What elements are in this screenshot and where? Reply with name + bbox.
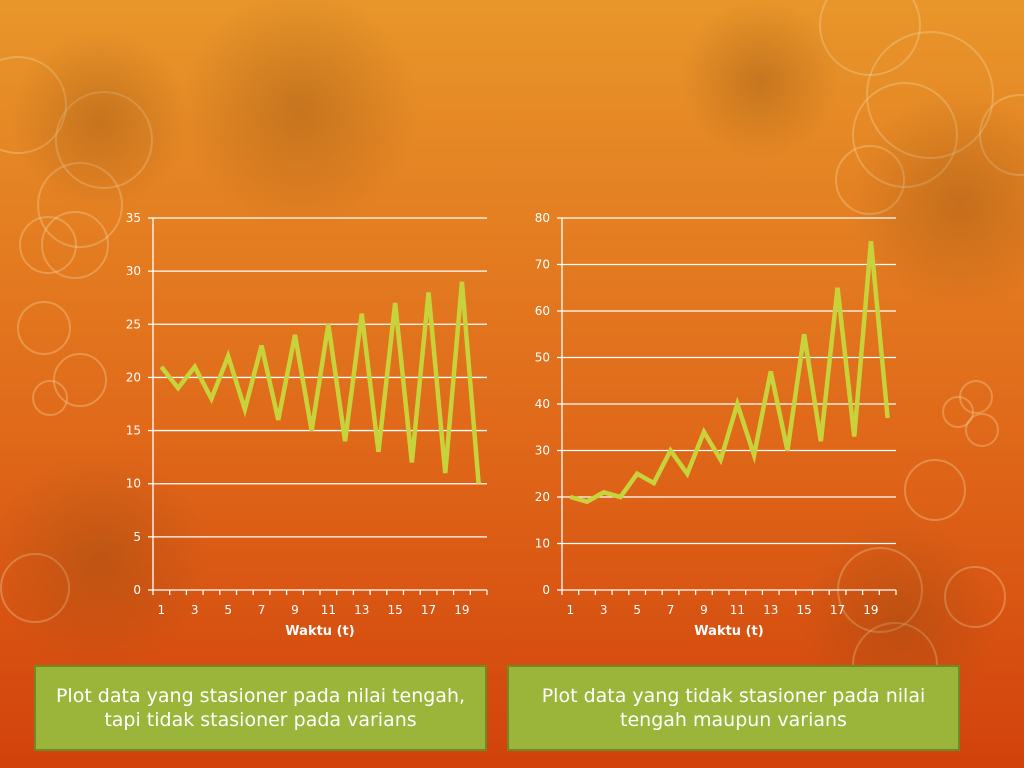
y-tick-label-right-30: 30: [535, 444, 550, 458]
bokeh-shadows: [0, 0, 1024, 720]
x-tick-label-right-19: 19: [863, 603, 878, 617]
x-tick-label-right-7: 7: [667, 603, 675, 617]
x-axis-title-right: Waktu (t): [694, 624, 763, 639]
x-tick-label-left-5: 5: [224, 603, 232, 617]
y-tick-label-right-40: 40: [535, 397, 550, 411]
x-tick-label-left-19: 19: [454, 603, 469, 617]
y-tick-label-right-20: 20: [535, 490, 550, 504]
x-tick-label-right-5: 5: [633, 603, 641, 617]
x-tick-label-right-9: 9: [700, 603, 708, 617]
x-tick-label-right-3: 3: [600, 603, 608, 617]
x-tick-label-right-15: 15: [797, 603, 812, 617]
caption-right-text: Plot data yang tidak stasioner pada nila…: [541, 685, 926, 731]
x-tick-label-left-9: 9: [291, 603, 299, 617]
x-tick-label-left-13: 13: [354, 603, 369, 617]
y-tick-label-left-5: 5: [133, 530, 141, 544]
y-tick-label-right-70: 70: [535, 258, 550, 272]
y-tick-label-right-80: 80: [535, 211, 550, 225]
y-tick-label-left-30: 30: [126, 264, 141, 278]
x-tick-label-right-1: 1: [567, 603, 575, 617]
y-tick-label-left-25: 25: [126, 317, 141, 331]
x-tick-label-left-15: 15: [388, 603, 403, 617]
y-tick-label-left-20: 20: [126, 370, 141, 384]
caption-left-text: Plot data yang stasioner pada nilai teng…: [55, 685, 466, 731]
x-tick-label-right-17: 17: [830, 603, 845, 617]
caption-left: Plot data yang stasioner pada nilai teng…: [34, 665, 487, 751]
x-tick-label-right-11: 11: [730, 603, 745, 617]
series-line-left-0: [159, 281, 481, 484]
y-tick-label-right-60: 60: [535, 304, 550, 318]
y-tick-label-right-50: 50: [535, 351, 550, 365]
y-tick-label-left-15: 15: [126, 424, 141, 438]
caption-right: Plot data yang tidak stasioner pada nila…: [507, 665, 960, 751]
y-tick-label-left-35: 35: [126, 211, 141, 225]
y-tick-label-right-0: 0: [542, 583, 550, 597]
x-tick-label-left-17: 17: [421, 603, 436, 617]
x-tick-label-left-7: 7: [258, 603, 266, 617]
y-tick-label-left-0: 0: [133, 583, 141, 597]
series-line-right-0: [569, 241, 890, 505]
x-tick-label-left-1: 1: [158, 603, 166, 617]
y-tick-label-left-10: 10: [126, 477, 141, 491]
x-axis-title-left: Waktu (t): [285, 624, 354, 639]
x-tick-label-right-13: 13: [763, 603, 778, 617]
y-tick-label-right-10: 10: [535, 537, 550, 551]
x-tick-label-left-11: 11: [321, 603, 336, 617]
x-tick-label-left-3: 3: [191, 603, 199, 617]
